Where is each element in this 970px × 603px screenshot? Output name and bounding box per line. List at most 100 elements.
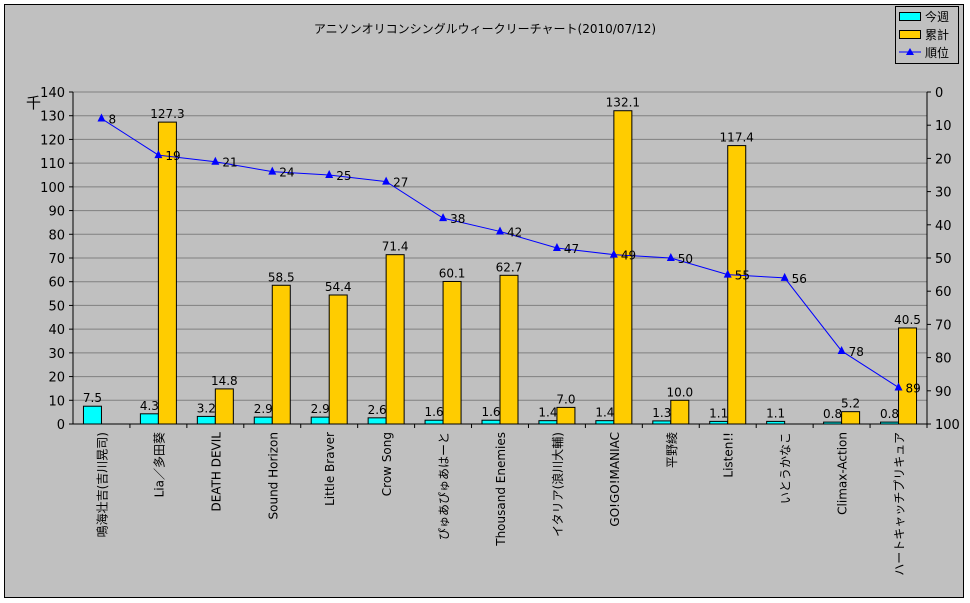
right-tick-label: 90 bbox=[935, 385, 952, 400]
bar-total bbox=[556, 406, 576, 425]
data-label-rank: 21 bbox=[222, 156, 237, 170]
bar-total bbox=[499, 274, 519, 425]
bar-total bbox=[271, 284, 291, 425]
bar-total bbox=[214, 388, 234, 425]
legend-item-weekly: 今週 bbox=[896, 7, 958, 25]
data-label-rank: 24 bbox=[279, 166, 294, 180]
legend-label: 今週 bbox=[925, 9, 950, 24]
data-label-total: 132.1 bbox=[606, 96, 640, 110]
data-label-weekly: 1.3 bbox=[652, 406, 671, 420]
bar-total bbox=[898, 327, 918, 425]
right-tick-label: 50 bbox=[935, 252, 952, 267]
rank-marker bbox=[666, 253, 675, 261]
data-label-total: 127.3 bbox=[150, 107, 184, 121]
rank-marker bbox=[325, 170, 334, 178]
rank-marker bbox=[837, 345, 846, 354]
left-tick-label: 100 bbox=[40, 181, 65, 196]
x-tick-label: DEATH DEVIL bbox=[209, 432, 223, 512]
data-label-total: 14.8 bbox=[211, 374, 238, 388]
right-tick-label: 80 bbox=[935, 352, 952, 367]
bar-total bbox=[727, 145, 747, 425]
data-label-rank: 38 bbox=[450, 212, 465, 226]
x-tick-label: 鳴海壮吉(吉川晃司) bbox=[94, 432, 109, 537]
left-tick-label: 90 bbox=[48, 205, 65, 220]
right-tick-label: 40 bbox=[935, 219, 952, 234]
bar-total bbox=[841, 411, 861, 425]
left-tick-label: 0 bbox=[57, 418, 65, 433]
data-label-total: 40.5 bbox=[894, 313, 921, 327]
legend-label: 累計 bbox=[925, 27, 950, 42]
x-tick-label: ぴゅあぴゅあはーと bbox=[437, 432, 451, 540]
data-label-rank: 89 bbox=[906, 381, 921, 395]
data-label-total: 62.7 bbox=[496, 260, 523, 274]
rank-marker bbox=[609, 249, 618, 258]
bar-weekly bbox=[253, 416, 273, 425]
x-tick-label: Little Braver bbox=[323, 432, 337, 506]
data-label-weekly: 1.1 bbox=[766, 406, 785, 420]
data-label-rank: 47 bbox=[564, 242, 579, 256]
right-tick-label: 20 bbox=[935, 152, 952, 167]
rank-marker bbox=[97, 113, 106, 122]
data-label-weekly: 1.4 bbox=[595, 406, 614, 420]
left-tick-label: 60 bbox=[48, 276, 65, 291]
bar-weekly bbox=[367, 417, 387, 425]
data-label-rank: 78 bbox=[849, 345, 864, 359]
data-label-rank: 55 bbox=[735, 269, 750, 283]
left-tick-label: 80 bbox=[48, 228, 65, 243]
data-label-weekly: 2.6 bbox=[368, 403, 387, 417]
x-tick-label: Listen!! bbox=[722, 432, 736, 478]
data-label-weekly: 2.9 bbox=[311, 402, 330, 416]
right-tick-label: 10 bbox=[935, 119, 952, 134]
legend: 今週 累計 順位 bbox=[895, 6, 959, 64]
data-label-rank: 42 bbox=[507, 225, 522, 239]
x-tick-label: ハートキャッチプリキュア bbox=[893, 432, 907, 576]
data-label-weekly: 4.3 bbox=[140, 399, 159, 413]
x-tick-label: Sound Horizon bbox=[266, 432, 280, 519]
left-tick-label: 130 bbox=[40, 110, 65, 125]
rank-marker bbox=[552, 243, 561, 252]
left-tick-label: 110 bbox=[40, 157, 65, 172]
data-label-weekly: 1.1 bbox=[709, 406, 728, 420]
data-label-total: 58.5 bbox=[268, 270, 295, 284]
x-tick-label: Thousand Enemies bbox=[494, 432, 508, 547]
legend-swatch-total bbox=[899, 29, 921, 39]
rank-marker bbox=[723, 269, 732, 278]
left-tick-label: 50 bbox=[48, 299, 65, 314]
legend-label: 順位 bbox=[925, 45, 950, 60]
chart-title: アニソンオリコンシングルウィークリーチャート(2010/07/12) bbox=[314, 22, 656, 36]
left-tick-label: 20 bbox=[48, 371, 65, 386]
left-tick-label: 40 bbox=[48, 323, 65, 338]
data-label-weekly: 1.4 bbox=[538, 406, 557, 420]
data-label-total: 117.4 bbox=[720, 131, 754, 145]
legend-swatch-weekly bbox=[899, 11, 921, 21]
legend-item-total: 累計 bbox=[896, 25, 958, 43]
data-label-weekly: 3.2 bbox=[197, 401, 216, 415]
rank-marker bbox=[211, 156, 220, 165]
y-unit-label: 千 bbox=[26, 94, 41, 112]
left-tick-label: 10 bbox=[48, 394, 65, 409]
data-label-total: 54.4 bbox=[325, 280, 352, 294]
x-tick-label: Climax-Action bbox=[836, 432, 850, 515]
legend-item-rank: 順位 bbox=[896, 43, 958, 61]
right-tick-label: 100 bbox=[935, 418, 960, 433]
data-label-total: 10.0 bbox=[666, 385, 693, 399]
rank-marker bbox=[382, 176, 391, 185]
data-label-rank: 56 bbox=[792, 272, 807, 286]
legend-line-rank-icon bbox=[899, 47, 921, 57]
bar-weekly bbox=[481, 419, 501, 425]
rank-marker bbox=[894, 382, 903, 391]
rank-marker bbox=[439, 213, 448, 222]
right-tick-label: 30 bbox=[935, 186, 952, 201]
right-tick-label: 0 bbox=[935, 86, 943, 101]
data-label-weekly: 0.8 bbox=[823, 407, 842, 421]
data-label-rank: 25 bbox=[336, 169, 351, 183]
x-tick-label: Crow Song bbox=[380, 432, 394, 496]
left-tick-label: 120 bbox=[40, 133, 65, 148]
bar-weekly bbox=[82, 405, 102, 425]
right-tick-label: 70 bbox=[935, 318, 952, 333]
rank-marker bbox=[268, 166, 277, 175]
data-label-weekly: 1.6 bbox=[425, 405, 444, 419]
bar-total bbox=[328, 294, 348, 425]
